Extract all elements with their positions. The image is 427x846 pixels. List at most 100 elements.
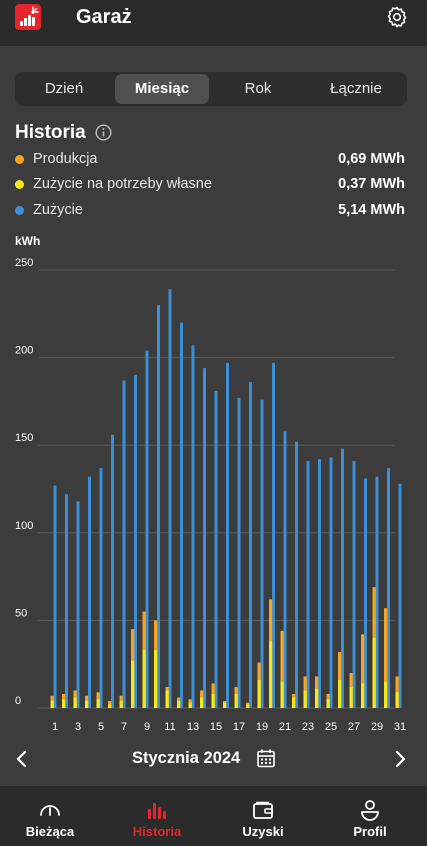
consumption-bar[interactable] <box>283 431 287 708</box>
production-bar[interactable] <box>384 608 388 708</box>
consumption-bar[interactable] <box>295 441 298 708</box>
page-title: Garaż <box>76 6 132 28</box>
consumption-bar[interactable] <box>88 476 91 708</box>
nav-profile[interactable]: Profil <box>320 786 420 846</box>
self-consumption-bar[interactable] <box>326 699 330 708</box>
self-consumption-bar[interactable] <box>292 697 296 708</box>
legend-value: 0,37 MWh <box>338 176 405 192</box>
nav-label: Profil <box>353 824 387 839</box>
self-consumption-bar[interactable] <box>349 686 353 708</box>
self-consumption-bar[interactable] <box>200 697 204 708</box>
consumption-bar[interactable] <box>260 399 264 708</box>
production-bar[interactable] <box>395 676 399 708</box>
consumption-bar[interactable] <box>157 305 160 708</box>
self-consumption-bar[interactable] <box>303 690 307 708</box>
self-consumption-bar[interactable] <box>108 704 112 709</box>
gear-icon[interactable] <box>385 5 409 29</box>
self-consumption-bar[interactable] <box>269 641 273 708</box>
self-consumption-bar[interactable] <box>361 683 365 708</box>
tab-month[interactable]: Miesiąc <box>115 74 209 104</box>
self-consumption-bar[interactable] <box>62 699 66 708</box>
consumption-bar[interactable] <box>375 476 379 708</box>
self-consumption-bar[interactable] <box>234 693 238 708</box>
y-axis-unit: kWh <box>15 234 40 248</box>
consumption-bar[interactable] <box>318 459 321 708</box>
consumption-bar[interactable] <box>214 390 218 708</box>
consumption-bar[interactable] <box>168 289 172 708</box>
legend-row-production: Produkcja 0,69 MWh <box>15 150 407 170</box>
self-consumption-bar[interactable] <box>257 679 261 708</box>
consumption-bar[interactable] <box>65 494 68 708</box>
self-consumption-bar[interactable] <box>85 700 89 708</box>
self-consumption-bar[interactable] <box>119 700 123 708</box>
self-consumption-bar[interactable] <box>188 702 192 708</box>
self-consumption-bar[interactable] <box>154 650 158 708</box>
self-consumption-bar[interactable] <box>131 660 135 708</box>
self-consumption-bar[interactable] <box>50 700 54 708</box>
consumption-bar[interactable] <box>364 478 367 708</box>
legend-row-consumption: Zużycie 5,14 MWh <box>15 201 407 221</box>
production-bar[interactable] <box>338 651 342 708</box>
tab-total[interactable]: Łącznie <box>330 80 382 97</box>
bar-chart-icon <box>145 799 169 821</box>
calendar-icon[interactable] <box>256 748 276 769</box>
self-consumption-bar[interactable] <box>315 688 319 708</box>
nav-current[interactable]: Bieżąca <box>0 786 100 846</box>
consumption-bar[interactable] <box>134 375 137 708</box>
consumption-bar[interactable] <box>306 460 310 708</box>
consumption-bar[interactable] <box>272 362 275 708</box>
x-tick-label: 3 <box>75 721 81 733</box>
self-consumption-bar[interactable] <box>384 681 388 708</box>
self-consumption-bar[interactable] <box>338 679 342 708</box>
legend-value: 5,14 MWh <box>338 202 405 218</box>
nav-history[interactable]: Historia <box>107 786 207 846</box>
current-month-label[interactable]: Stycznia 2024 <box>132 749 241 767</box>
x-tick-label: 27 <box>348 721 360 733</box>
self-consumption-bar[interactable] <box>96 699 100 708</box>
tab-year[interactable]: Rok <box>244 80 272 97</box>
self-consumption-bar[interactable] <box>223 702 227 708</box>
consumption-bar[interactable] <box>341 448 344 708</box>
self-consumption-bar[interactable] <box>372 637 376 708</box>
legend-label: Produkcja <box>33 151 98 167</box>
wallet-icon <box>251 799 275 821</box>
consumption-bar[interactable] <box>53 485 57 709</box>
self-consumption-bar[interactable] <box>177 700 181 708</box>
self-consumption-bar[interactable] <box>211 693 215 708</box>
consumption-bar[interactable] <box>237 397 241 708</box>
consumption-bar[interactable] <box>111 434 114 708</box>
month-navigation: Stycznia 2024 <box>0 742 427 776</box>
consumption-bar[interactable] <box>352 460 356 708</box>
self-consumption-bar[interactable] <box>246 704 250 709</box>
self-consumption-bar[interactable] <box>73 697 77 708</box>
x-tick-label: 7 <box>121 721 127 733</box>
self-consumption-bar[interactable] <box>165 690 169 708</box>
info-icon[interactable] <box>95 124 112 141</box>
self-consumption-bar[interactable] <box>142 650 146 708</box>
nav-earnings[interactable]: Uzyski <box>213 786 313 846</box>
production-bar[interactable] <box>361 634 365 708</box>
production-bar[interactable] <box>108 700 112 708</box>
chevron-left-icon[interactable] <box>12 749 32 769</box>
consumption-bar[interactable] <box>76 501 80 708</box>
x-tick-label: 9 <box>144 721 150 733</box>
consumption-bar[interactable] <box>203 368 206 708</box>
self-consumption-bar[interactable] <box>395 692 399 708</box>
x-tick-label: 15 <box>210 721 222 733</box>
consumption-bar[interactable] <box>398 483 402 708</box>
consumption-bar[interactable] <box>99 467 103 708</box>
consumption-bar[interactable] <box>387 467 390 708</box>
consumption-bar[interactable] <box>122 380 126 708</box>
period-selector: Dzień Miesiąc Rok Łącznie <box>15 72 407 106</box>
tab-day[interactable]: Dzień <box>44 80 84 97</box>
consumption-bar[interactable] <box>329 457 333 708</box>
consumption-bar[interactable] <box>180 322 183 708</box>
consumption-bar[interactable] <box>226 362 229 708</box>
production-bar[interactable] <box>280 630 284 708</box>
consumption-bar[interactable] <box>145 350 149 708</box>
consumption-bar[interactable] <box>191 345 195 708</box>
consumption-bar[interactable] <box>249 382 252 708</box>
self-consumption-bar[interactable] <box>280 681 284 708</box>
chevron-right-icon[interactable] <box>390 749 410 769</box>
